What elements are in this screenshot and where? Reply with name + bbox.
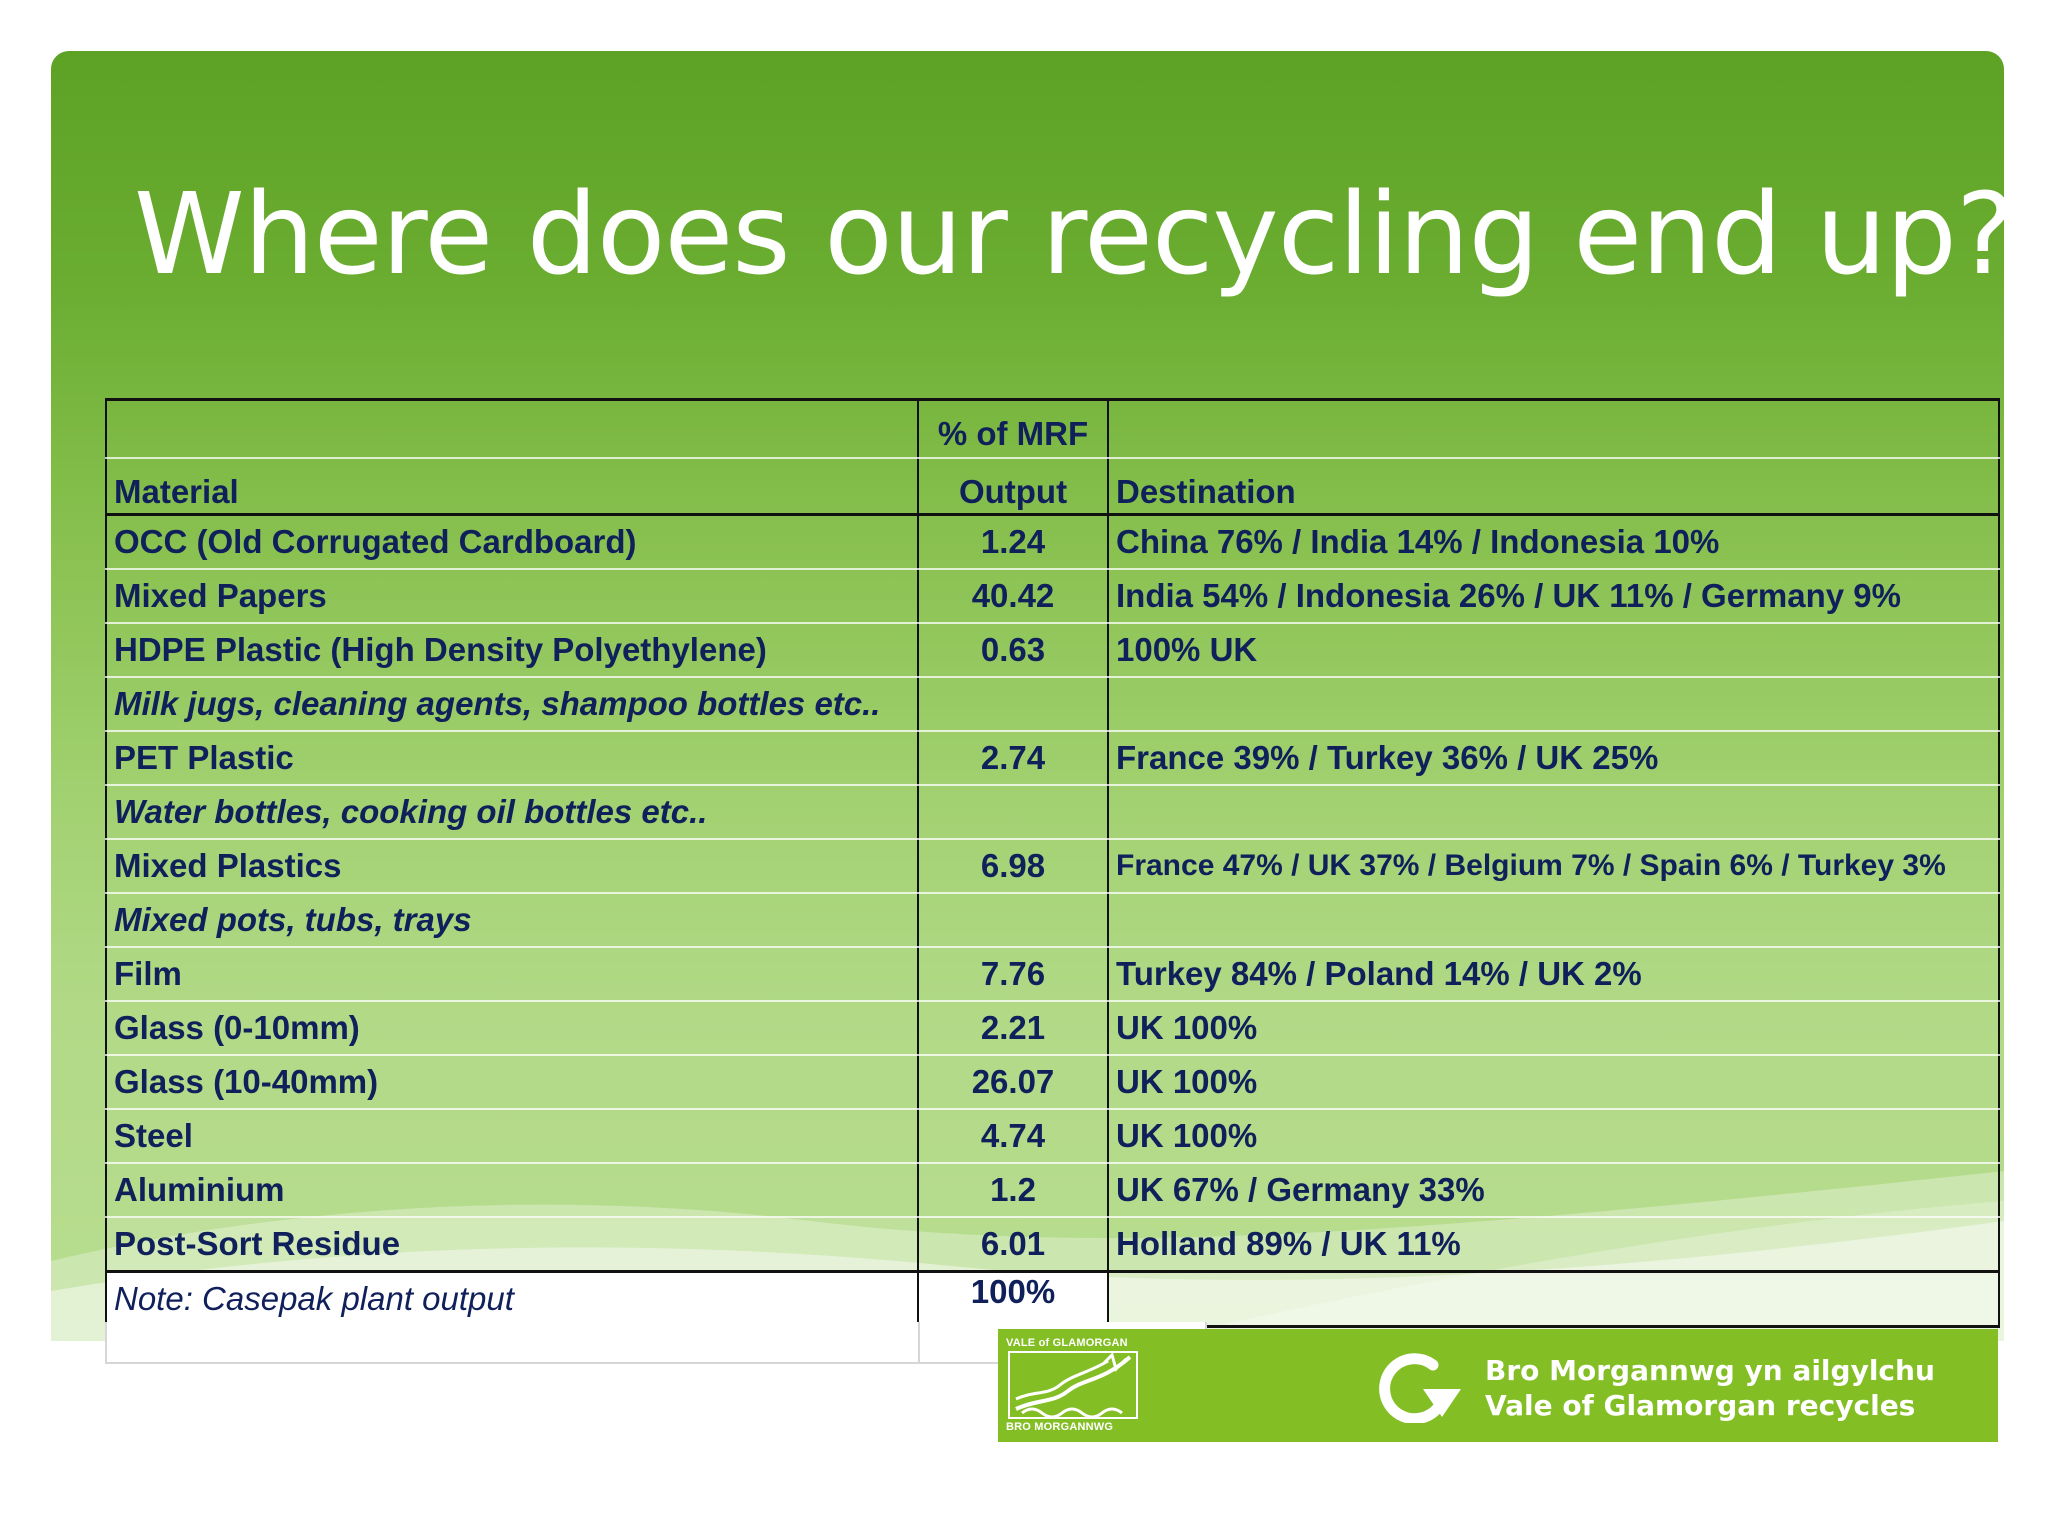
council-logo-bar: VALE of GLAMORGAN BRO MORGANNWG Bro Morg… bbox=[998, 1329, 1998, 1442]
material-cell: Mixed pots, tubs, trays bbox=[105, 892, 919, 948]
material-cell: Film bbox=[105, 946, 919, 1002]
note-text: Note: Casepak plant output bbox=[105, 1270, 919, 1328]
output-header-line1: % of MRF bbox=[917, 398, 1109, 459]
destination-header: Destination bbox=[1107, 457, 2000, 516]
table-row: Glass (10-40mm) 26.07 UK 100% bbox=[105, 1054, 2000, 1110]
destination-cell: Holland 89% / UK 11% bbox=[1107, 1216, 2000, 1273]
output-header-line2: Output bbox=[917, 457, 1109, 516]
note-destination-cell bbox=[1107, 1270, 2000, 1328]
destination-cell: UK 100% bbox=[1107, 1108, 2000, 1164]
recycle-arrow-icon bbox=[1379, 1353, 1461, 1423]
destination-cell: China 76% / India 14% / Indonesia 10% bbox=[1107, 513, 2000, 570]
output-cell bbox=[917, 676, 1109, 732]
material-cell: PET Plastic bbox=[105, 730, 919, 786]
page-title: Where does our recycling end up? bbox=[134, 170, 2015, 300]
material-cell: Mixed Plastics bbox=[105, 838, 919, 894]
output-cell: 6.01 bbox=[917, 1216, 1109, 1273]
table-row: HDPE Plastic (High Density Polyethylene)… bbox=[105, 622, 2000, 678]
table-row: Glass (0-10mm) 2.21 UK 100% bbox=[105, 1000, 2000, 1056]
material-cell: Milk jugs, cleaning agents, shampoo bott… bbox=[105, 676, 919, 732]
material-cell: Aluminium bbox=[105, 1162, 919, 1218]
table-row: PET Plastic 2.74 France 39% / Turkey 36% /… bbox=[105, 730, 2000, 786]
destination-cell: Turkey 84% / Poland 14% / UK 2% bbox=[1107, 946, 2000, 1002]
table-row: Mixed Papers 40.42 India 54% / Indonesia 2… bbox=[105, 568, 2000, 624]
destination-cell bbox=[1107, 676, 2000, 732]
destination-cell bbox=[1107, 784, 2000, 840]
recycling-destination-table: % of MRF Material Output Destination OCC… bbox=[105, 398, 2000, 1328]
output-cell: 6.98 bbox=[917, 838, 1109, 894]
vale-of-glamorgan-emblem-icon bbox=[1008, 1351, 1138, 1419]
material-cell: Post-Sort Residue bbox=[105, 1216, 919, 1273]
material-cell: HDPE Plastic (High Density Polyethylene) bbox=[105, 622, 919, 678]
destination-cell: France 47% / UK 37% / Belgium 7% / Spain… bbox=[1107, 838, 2000, 894]
destination-cell: UK 67% / Germany 33% bbox=[1107, 1162, 2000, 1218]
table-row: Post-Sort Residue 6.01 Holland 89% / UK 11… bbox=[105, 1216, 2000, 1273]
table-row: Mixed pots, tubs, trays bbox=[105, 892, 2000, 948]
note-row: Note: Casepak plant output 100% bbox=[105, 1270, 2000, 1328]
material-cell: Glass (0-10mm) bbox=[105, 1000, 919, 1056]
destination-cell: UK 100% bbox=[1107, 1000, 2000, 1056]
output-cell: 0.63 bbox=[917, 622, 1109, 678]
table-row: Mixed Plastics 6.98 France 47% / UK 37% / … bbox=[105, 838, 2000, 894]
output-cell: 2.21 bbox=[917, 1000, 1109, 1056]
destination-cell: France 39% / Turkey 36% / UK 25% bbox=[1107, 730, 2000, 786]
material-cell: Water bottles, cooking oil bottles etc.. bbox=[105, 784, 919, 840]
output-cell: 4.74 bbox=[917, 1108, 1109, 1164]
output-cell: 26.07 bbox=[917, 1054, 1109, 1110]
material-cell: OCC (Old Corrugated Cardboard) bbox=[105, 513, 919, 570]
destination-cell: 100% UK bbox=[1107, 622, 2000, 678]
material-cell: Mixed Papers bbox=[105, 568, 919, 624]
slogan-english: Vale of Glamorgan recycles bbox=[1485, 1389, 1916, 1422]
header-blank-cell bbox=[1107, 398, 2000, 459]
header-row: Material Output Destination bbox=[105, 457, 2000, 516]
material-cell: Glass (10-40mm) bbox=[105, 1054, 919, 1110]
council-name-welsh: BRO MORGANNWG bbox=[1006, 1421, 1114, 1433]
vale-of-glamorgan-logo: VALE of GLAMORGAN BRO MORGANNWG bbox=[1006, 1337, 1139, 1434]
table-row: OCC (Old Corrugated Cardboard) 1.24 China … bbox=[105, 513, 2000, 570]
output-cell: 1.24 bbox=[917, 513, 1109, 570]
table-row: Film 7.76 Turkey 84% / Poland 14% / UK 2% bbox=[105, 946, 2000, 1002]
table-row: Water bottles, cooking oil bottles etc.. bbox=[105, 784, 2000, 840]
slogan-welsh: Bro Morgannwg yn ailgylchu bbox=[1485, 1354, 1935, 1387]
material-header: Material bbox=[105, 457, 919, 516]
output-cell bbox=[917, 892, 1109, 948]
council-name-english: VALE of GLAMORGAN bbox=[1006, 1337, 1128, 1349]
destination-cell bbox=[1107, 892, 2000, 948]
output-cell: 7.76 bbox=[917, 946, 1109, 1002]
output-cell: 2.74 bbox=[917, 730, 1109, 786]
table-row: Aluminium 1.2 UK 67% / Germany 33% bbox=[105, 1162, 2000, 1218]
header-blank-cell bbox=[105, 398, 919, 459]
output-cell: 1.2 bbox=[917, 1162, 1109, 1218]
destination-cell: UK 100% bbox=[1107, 1054, 2000, 1110]
destination-cell: India 54% / Indonesia 26% / UK 11% / Ger… bbox=[1107, 568, 2000, 624]
material-cell: Steel bbox=[105, 1108, 919, 1164]
table-row: Steel 4.74 UK 100% bbox=[105, 1108, 2000, 1164]
table-row: Milk jugs, cleaning agents, shampoo bott… bbox=[105, 676, 2000, 732]
column-divider bbox=[918, 1322, 920, 1362]
output-cell: 40.42 bbox=[917, 568, 1109, 624]
total-output: 100% bbox=[917, 1270, 1109, 1328]
output-cell bbox=[917, 784, 1109, 840]
header-row-top: % of MRF bbox=[105, 398, 2000, 459]
